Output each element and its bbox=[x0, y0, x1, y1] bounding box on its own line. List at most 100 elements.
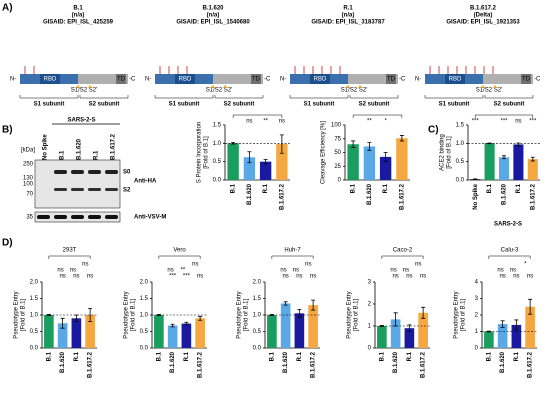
band-s0 bbox=[54, 170, 67, 174]
rbd-label: RBD bbox=[449, 77, 462, 83]
y-tick-label: 0.0 bbox=[30, 346, 39, 352]
y-axis-label: Pseudotype Entry bbox=[124, 291, 130, 338]
x-tick-label: B.1.617.2 bbox=[88, 351, 94, 378]
bar bbox=[308, 305, 318, 348]
antibody-label: Anti-HA bbox=[134, 179, 157, 185]
cleavage-sites: S1/S2 S2' bbox=[206, 88, 233, 94]
y-tick-label: 100 bbox=[331, 123, 342, 129]
error-bar bbox=[269, 313, 274, 317]
x-tick-label: B.1 bbox=[156, 351, 162, 361]
y-tick-label: 1.0 bbox=[456, 141, 465, 147]
lane-label: B.1.617.2 bbox=[111, 133, 117, 160]
bar bbox=[527, 159, 538, 180]
bar bbox=[276, 144, 288, 180]
x-tick-label: B.1.617.2 bbox=[530, 183, 536, 210]
n-term: N- bbox=[280, 77, 286, 83]
s2-label: S2 subunit bbox=[89, 102, 120, 108]
significance: ns bbox=[59, 274, 65, 280]
y-axis-label: [Fold of B.1] bbox=[244, 298, 250, 331]
significance: ns bbox=[70, 268, 76, 274]
significance: ns bbox=[527, 274, 533, 280]
td-label: TD bbox=[387, 77, 396, 83]
x-tick-label: B.1 bbox=[379, 351, 385, 361]
significance: ns bbox=[406, 274, 412, 280]
rbd-label: RBD bbox=[314, 77, 327, 83]
bar bbox=[363, 146, 376, 180]
y-axis-label: [Fold of B.1] bbox=[21, 298, 27, 331]
y-tick-label: 0.5 bbox=[30, 329, 39, 335]
y-tick-label: 1.5 bbox=[140, 296, 149, 302]
y-tick-label: 1.0 bbox=[140, 313, 149, 319]
band-s2 bbox=[105, 188, 118, 191]
bar bbox=[181, 323, 192, 348]
error-bar bbox=[297, 308, 302, 318]
chart-title: Vero bbox=[173, 248, 186, 254]
subunit-bracket bbox=[154, 95, 264, 99]
x-tick-label: B.1.617.2 bbox=[528, 351, 534, 378]
bar bbox=[396, 138, 408, 180]
x-tick-label: B.1.620 bbox=[502, 183, 508, 205]
significance: ns bbox=[57, 268, 63, 274]
site-marker bbox=[223, 85, 227, 88]
td bbox=[251, 74, 261, 84]
y-tick-label: 0 bbox=[475, 346, 479, 352]
significance: ns bbox=[192, 262, 198, 268]
bar bbox=[280, 303, 291, 348]
error-bar bbox=[502, 155, 506, 160]
y-axis-label: S Protein Incorporation bbox=[197, 122, 203, 183]
site-marker bbox=[88, 85, 92, 88]
kda-label: [kDa] bbox=[21, 148, 35, 154]
site-marker bbox=[358, 85, 362, 88]
y-tick-label: 4 bbox=[475, 280, 479, 286]
x-tick-label: R.1 bbox=[383, 183, 389, 193]
x-tick-label: B.1.620 bbox=[500, 351, 506, 373]
s1-label: S1 subunit bbox=[439, 102, 470, 108]
significance: ns bbox=[510, 268, 516, 274]
error-bar bbox=[198, 315, 203, 321]
comparison-bracket bbox=[381, 255, 424, 259]
bar bbox=[227, 143, 239, 180]
gisaid-id: GISAID: EPI_ISL_1921353 bbox=[446, 20, 520, 26]
s2-label: S2 subunit bbox=[494, 102, 525, 108]
significance: ns bbox=[87, 274, 93, 280]
bar bbox=[57, 323, 68, 348]
error-bar bbox=[263, 159, 268, 165]
y-tick-label: 0.5 bbox=[213, 159, 222, 165]
error-bar bbox=[311, 299, 316, 311]
y-axis-label: [Fold of B.1] bbox=[131, 298, 137, 331]
bar bbox=[154, 315, 164, 348]
significance: ** bbox=[181, 268, 186, 274]
significance: ns bbox=[305, 262, 311, 268]
x-tick-label: B.1 bbox=[231, 183, 237, 193]
bar bbox=[379, 156, 392, 180]
panel-label: A) bbox=[2, 3, 13, 14]
bar bbox=[71, 318, 82, 348]
x-tick-label: B.1.617.2 bbox=[399, 183, 405, 210]
error-bar bbox=[399, 135, 404, 142]
significance: ns bbox=[403, 268, 409, 274]
comparison-bracket bbox=[271, 255, 314, 259]
y-tick-label: 0.5 bbox=[140, 329, 149, 335]
chart-title: Huh-7 bbox=[284, 248, 301, 254]
bar bbox=[497, 324, 508, 348]
y-tick-label: 2.0 bbox=[140, 280, 149, 286]
significance: ** bbox=[367, 119, 372, 125]
comparison-bracket bbox=[488, 255, 531, 259]
significance: ns bbox=[392, 274, 398, 280]
y-axis-label: Pseudotype Entry bbox=[454, 291, 460, 338]
significance: ns bbox=[279, 119, 285, 125]
significance: ns bbox=[420, 274, 426, 280]
n-term: N- bbox=[10, 77, 16, 83]
x-tick-label: B.1 bbox=[46, 351, 52, 361]
significance: ns bbox=[497, 268, 503, 274]
error-bar bbox=[421, 306, 426, 319]
x-tick-label: No Spike bbox=[473, 183, 479, 209]
band-s0 bbox=[88, 170, 101, 174]
cleavage-sites: S1/S2 S2' bbox=[341, 88, 368, 94]
bar bbox=[513, 144, 524, 180]
band-s2 bbox=[71, 188, 84, 191]
bar bbox=[511, 324, 522, 348]
y-tick-label: 50 bbox=[334, 150, 341, 156]
site-marker bbox=[76, 85, 80, 88]
